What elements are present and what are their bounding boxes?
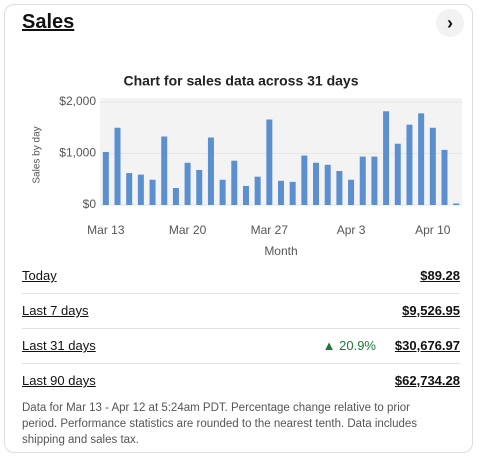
x-tick-label: Mar 20 xyxy=(169,223,207,237)
bar xyxy=(219,179,226,205)
period-link[interactable]: Today xyxy=(22,268,57,283)
bar xyxy=(242,185,249,205)
bar xyxy=(418,113,425,205)
change-indicator: ▲ 20.9% xyxy=(322,338,376,353)
bar xyxy=(137,174,144,205)
y-tick-label: $1,000 xyxy=(59,146,96,160)
bar xyxy=(254,176,261,205)
bar xyxy=(406,124,413,205)
amount: $30,676.97 xyxy=(394,338,460,353)
bar xyxy=(289,181,296,205)
period-link[interactable]: Last 31 days xyxy=(22,338,96,353)
bar xyxy=(301,155,308,205)
expand-button[interactable]: › xyxy=(436,9,464,37)
stat-row: Last 90 days $62,734.28 xyxy=(22,363,460,398)
stat-row: Today $89.28 xyxy=(22,258,460,294)
bar xyxy=(371,156,378,205)
y-tick-label: $2,000 xyxy=(59,94,96,108)
change-value: 20.9% xyxy=(339,338,376,353)
bar xyxy=(196,169,203,205)
bar xyxy=(394,143,401,205)
bar xyxy=(172,188,179,205)
bar xyxy=(453,203,460,205)
bar xyxy=(324,164,331,205)
bar xyxy=(348,179,355,205)
bar xyxy=(441,149,448,205)
chart: Chart for sales data across 31 days Sale… xyxy=(32,73,462,258)
bar xyxy=(102,151,109,205)
x-axis-label: Month xyxy=(264,244,297,258)
bar xyxy=(149,179,156,205)
card-title[interactable]: Sales xyxy=(22,11,75,33)
sales-card: Sales › Chart for sales data across 31 d… xyxy=(4,4,473,453)
bar xyxy=(383,111,390,205)
y-tick-label: $0 xyxy=(83,197,97,211)
amount: $62,734.28 xyxy=(394,373,460,388)
chart-title: Chart for sales data across 31 days xyxy=(123,73,358,89)
bar xyxy=(184,162,191,205)
x-tick-label: Mar 27 xyxy=(251,223,289,237)
x-tick-label: Mar 13 xyxy=(87,223,125,237)
x-tick-label: Apr 10 xyxy=(415,223,451,237)
bar xyxy=(429,127,436,205)
amount: $9,526.95 xyxy=(402,303,460,318)
bar xyxy=(359,156,366,205)
footnote: Data for Mar 13 - Apr 12 at 5:24am PDT. … xyxy=(22,402,418,446)
bar xyxy=(266,119,273,205)
bar xyxy=(278,180,284,205)
bar xyxy=(207,137,214,205)
stat-row: Last 7 days $9,526.95 xyxy=(22,293,460,329)
bar xyxy=(231,160,238,205)
bar xyxy=(336,171,343,205)
bar xyxy=(161,136,168,205)
bar xyxy=(126,173,133,205)
bar xyxy=(313,162,320,205)
period-link[interactable]: Last 90 days xyxy=(22,373,96,388)
period-link[interactable]: Last 7 days xyxy=(22,303,89,318)
y-axis-label: Sales by day xyxy=(32,126,43,183)
x-tick-label: Apr 3 xyxy=(337,223,366,237)
bar xyxy=(114,127,121,205)
amount: $89.28 xyxy=(420,268,460,283)
stat-row: Last 31 days ▲ 20.9% $30,676.97 xyxy=(22,328,460,364)
